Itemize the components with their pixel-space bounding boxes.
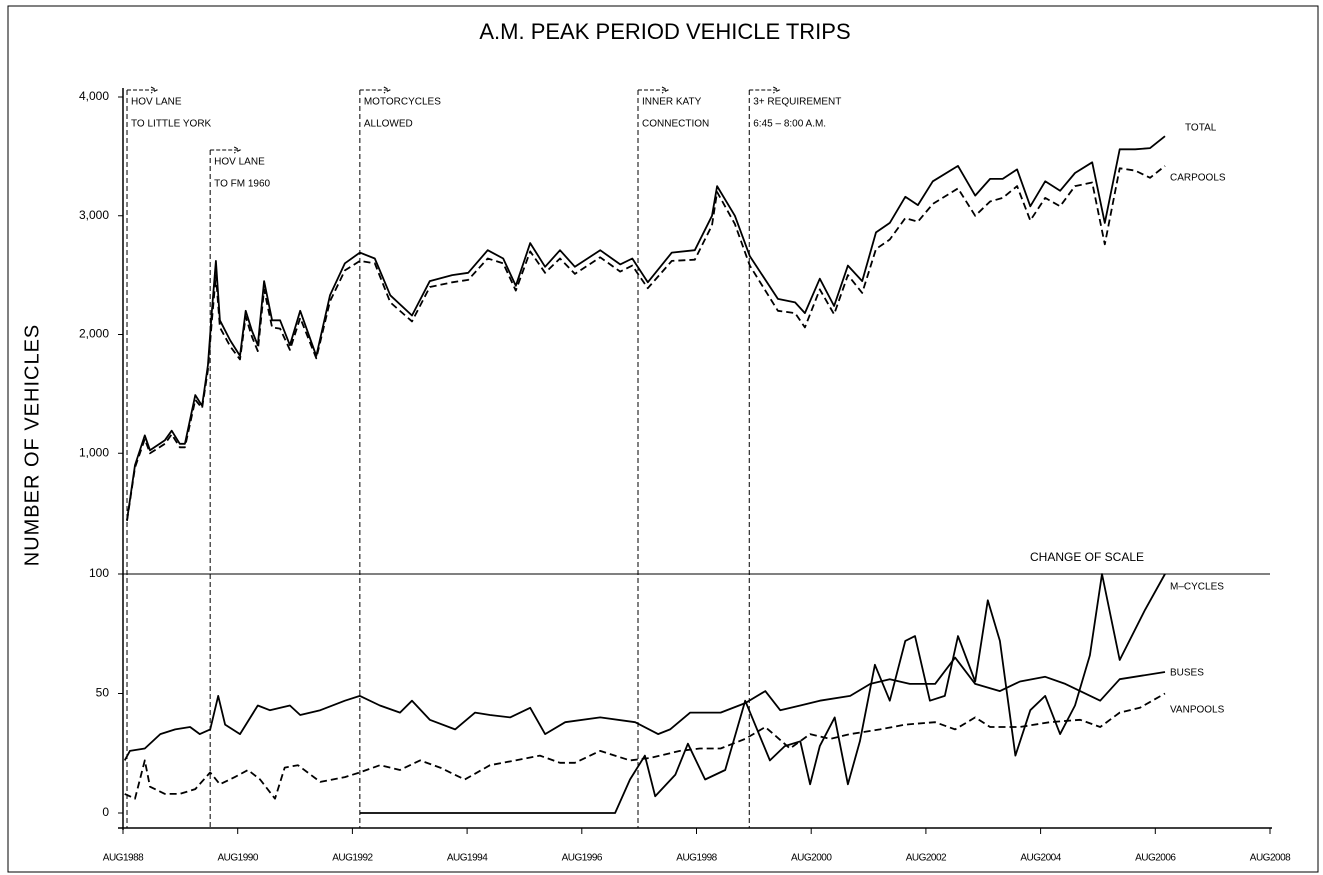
x-tick-label: AUG1996 bbox=[562, 853, 603, 864]
x-tick-label: AUG1994 bbox=[447, 853, 488, 864]
series-line bbox=[126, 165, 1166, 522]
event-label: INNER KATY bbox=[642, 97, 702, 108]
event-label: HOV LANE bbox=[214, 157, 265, 168]
event-label: CONNECTION bbox=[642, 119, 709, 130]
x-tick-label: AUG2004 bbox=[1020, 853, 1061, 864]
event-label: MOTORCYCLES bbox=[364, 97, 441, 108]
y-tick-label: 3,000 bbox=[79, 208, 109, 222]
y-tick-label: 2,000 bbox=[79, 327, 109, 341]
event-label: ALLOWED bbox=[364, 119, 413, 130]
event-label: 3+ REQUIREMENT bbox=[753, 97, 841, 108]
x-tick-label: AUG2008 bbox=[1250, 853, 1291, 864]
x-tick-label: AUG2006 bbox=[1135, 853, 1176, 864]
x-tick-label: AUG1990 bbox=[217, 853, 258, 864]
y-tick-label: 50 bbox=[96, 686, 110, 700]
y-tick-label: 1,000 bbox=[79, 445, 109, 459]
series-label: M–CYCLES bbox=[1170, 582, 1224, 593]
frame bbox=[7, 5, 1319, 873]
event-arrow bbox=[749, 86, 781, 94]
event-arrow bbox=[359, 86, 391, 94]
x-tick-label: AUG1998 bbox=[676, 853, 717, 864]
series-label: BUSES bbox=[1170, 668, 1204, 679]
event-arrow bbox=[638, 86, 670, 94]
x-tick-label: AUG1988 bbox=[103, 853, 144, 864]
event-label: TO FM 1960 bbox=[214, 179, 270, 190]
series-label: CARPOOLS bbox=[1170, 173, 1226, 184]
event-arrow bbox=[127, 86, 159, 94]
series-label: TOTAL bbox=[1185, 123, 1217, 134]
scale-note: CHANGE OF SCALE bbox=[1030, 550, 1144, 564]
event-label: HOV LANE bbox=[131, 97, 182, 108]
x-tick-label: AUG2000 bbox=[791, 853, 832, 864]
x-tick-label: AUG1992 bbox=[332, 853, 373, 864]
y-tick-label: 100 bbox=[89, 566, 109, 580]
event-label: 6:45 – 8:00 A.M. bbox=[753, 119, 826, 130]
y-axis-label: NUMBER OF VEHICLES bbox=[21, 324, 43, 566]
x-tick-label: AUG2002 bbox=[906, 853, 947, 864]
series-line bbox=[123, 656, 1166, 761]
event-label: TO LITTLE YORK bbox=[131, 119, 212, 130]
series-line bbox=[124, 692, 1166, 800]
series-label: VANPOOLS bbox=[1170, 705, 1225, 716]
y-tick-label: 0 bbox=[102, 805, 109, 819]
event-arrow bbox=[210, 146, 242, 154]
chart-title: A.M. PEAK PERIOD VEHICLE TRIPS bbox=[479, 19, 850, 44]
y-tick-label: 4,000 bbox=[79, 89, 109, 103]
series-line bbox=[126, 135, 1166, 521]
